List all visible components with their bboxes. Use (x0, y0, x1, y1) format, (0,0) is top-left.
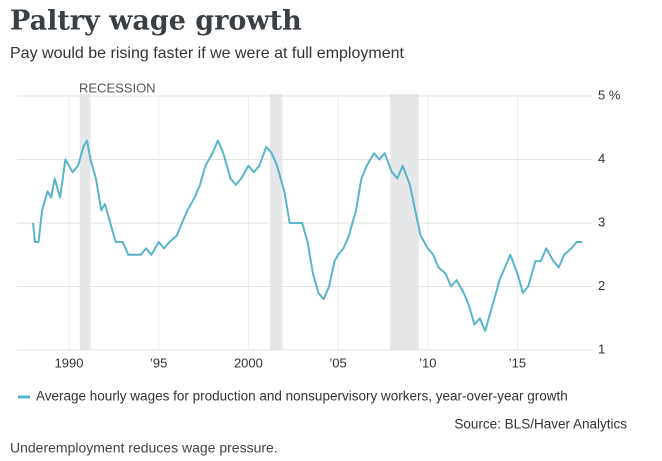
x-tick-label: 2000 (234, 355, 263, 370)
y-tick-label: 4 (598, 151, 605, 166)
y-tick-label: 3 (598, 214, 605, 229)
recession-band (269, 94, 283, 350)
y-tick-label: 2 (598, 278, 605, 293)
data-line (32, 139, 583, 332)
legend-label: Average hourly wages for production and … (36, 389, 568, 404)
chart-subtitle: Pay would be rising faster if we were at… (10, 45, 405, 62)
chart-title: Paltry wage growth (10, 6, 302, 37)
x-tick-label: ’15 (509, 355, 526, 370)
annotation: RECESSION (79, 80, 156, 95)
y-tick-label: 5 % (598, 87, 621, 102)
x-tick-label: ’95 (150, 355, 167, 370)
y-tick-label: 1 (598, 341, 605, 356)
x-tick-label: ’05 (329, 355, 346, 370)
caption: Underemployment reduces wage pressure. (10, 440, 278, 456)
recession-band (79, 94, 91, 350)
x-tick-label: ’10 (419, 355, 436, 370)
x-tick-label: 1990 (55, 355, 84, 370)
source: Source: BLS/Haver Analytics (454, 417, 627, 432)
recession-band (390, 94, 419, 350)
